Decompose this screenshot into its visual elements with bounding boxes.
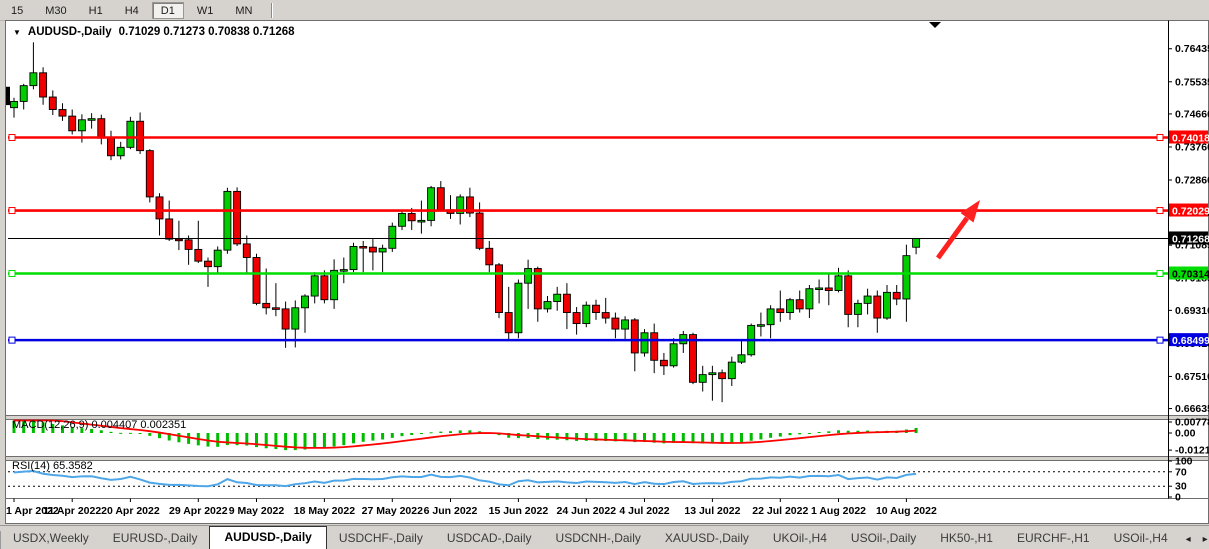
timeframe-h4[interactable]: H4 (116, 2, 148, 19)
svg-text:0.66635: 0.66635 (1175, 403, 1209, 415)
svg-text:9 May 2022: 9 May 2022 (229, 505, 285, 517)
svg-text:1 Aug 2022: 1 Aug 2022 (811, 505, 866, 517)
tab-usdcnh-daily[interactable]: USDCNH-,Daily (544, 528, 653, 549)
chart-window: 0.764350.755350.746600.737600.728600.719… (5, 20, 1209, 524)
timeframe-mn[interactable]: MN (226, 2, 261, 19)
svg-text:70: 70 (1175, 466, 1187, 478)
timeframe-m30[interactable]: M30 (36, 2, 75, 19)
timeframe-w1[interactable]: W1 (188, 2, 223, 19)
timeframe-h1[interactable]: H1 (80, 2, 112, 19)
svg-text:0.76435: 0.76435 (1175, 43, 1209, 55)
svg-text:22 Jul 2022: 22 Jul 2022 (752, 505, 808, 517)
svg-text:0.74018: 0.74018 (1172, 132, 1209, 144)
svg-text:0.00: 0.00 (1175, 428, 1196, 440)
svg-text:24 Jun 2022: 24 Jun 2022 (557, 505, 617, 517)
chart-tab-bar: USDX,Weekly EURUSD-,Daily AUDUSD-,Daily … (0, 525, 1209, 549)
svg-text:15 Jun 2022: 15 Jun 2022 (489, 505, 549, 517)
svg-text:13 Jul 2022: 13 Jul 2022 (684, 505, 740, 517)
svg-text:4 Jul 2022: 4 Jul 2022 (619, 505, 669, 517)
svg-text:0.71268: 0.71268 (1172, 233, 1209, 245)
svg-text:0.70314: 0.70314 (1172, 268, 1209, 280)
svg-text:0: 0 (1175, 492, 1181, 504)
tab-ukoil-h4[interactable]: UKOil-,H4 (761, 528, 839, 549)
svg-text:29 Apr 2022: 29 Apr 2022 (169, 505, 228, 517)
tab-usdcad-daily[interactable]: USDCAD-,Daily (435, 528, 544, 549)
timeframe-m15[interactable]: 15 (2, 2, 32, 19)
chart-dropdown-icon[interactable]: ▼ (13, 28, 21, 37)
tab-usdchf-daily[interactable]: USDCHF-,Daily (327, 528, 435, 549)
svg-text:10 Aug 2022: 10 Aug 2022 (876, 505, 937, 517)
svg-text:11 Apr 2022: 11 Apr 2022 (43, 505, 101, 517)
tab-audusd-daily[interactable]: AUDUSD-,Daily (209, 526, 326, 549)
tab-eurchf-h1[interactable]: EURCHF-,H1 (1005, 528, 1102, 549)
svg-text:6 Jun 2022: 6 Jun 2022 (424, 505, 478, 517)
tab-hk50-h1[interactable]: HK50-,H1 (928, 528, 1005, 549)
tab-scroll-right-icon[interactable]: ▸ (1197, 530, 1209, 549)
tab-usdx-weekly[interactable]: USDX,Weekly (1, 528, 101, 549)
svg-text:0.75535: 0.75535 (1175, 76, 1209, 88)
timeframe-toolbar: 15 M30 H1 H4 D1 W1 MN (0, 0, 1209, 21)
tab-scroll-left-icon[interactable]: ◂ (1180, 530, 1197, 549)
svg-text:27 May 2022: 27 May 2022 (362, 505, 423, 517)
svg-text:20 Apr 2022: 20 Apr 2022 (101, 505, 160, 517)
chart-canvas[interactable]: 0.764350.755350.746600.737600.728600.719… (5, 20, 1209, 524)
svg-text:0.68499: 0.68499 (1172, 335, 1209, 347)
svg-text:0.72029: 0.72029 (1172, 206, 1209, 218)
tab-usoil-daily[interactable]: USOil-,Daily (839, 528, 928, 549)
timeframe-d1[interactable]: D1 (152, 2, 184, 19)
tab-eurusd-daily[interactable]: EURUSD-,Daily (101, 528, 210, 549)
tab-xauusd-daily[interactable]: XAUUSD-,Daily (653, 528, 761, 549)
svg-text:18 May 2022: 18 May 2022 (294, 505, 355, 517)
toolbar-separator (271, 3, 273, 18)
tab-usoil-h4[interactable]: USOil-,H4 (1102, 528, 1180, 549)
